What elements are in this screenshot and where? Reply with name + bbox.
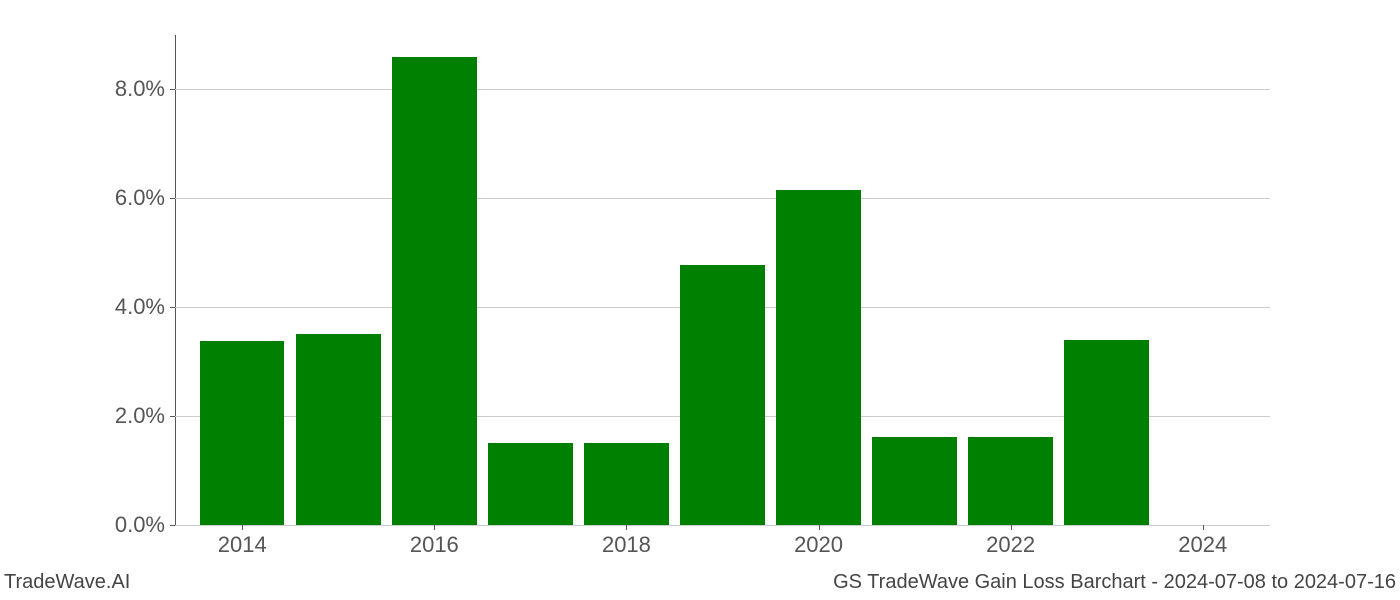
x-tick [819, 525, 820, 530]
y-tick-label: 2.0% [115, 403, 165, 429]
gridline [175, 89, 1270, 90]
x-tick [1011, 525, 1012, 530]
bar [584, 443, 669, 525]
bar [1064, 340, 1149, 525]
y-tick-label: 4.0% [115, 294, 165, 320]
footer-right: GS TradeWave Gain Loss Barchart - 2024-0… [833, 571, 1396, 594]
bar [872, 437, 957, 525]
bar [296, 334, 381, 525]
x-tick [1203, 525, 1204, 530]
x-tick [626, 525, 627, 530]
bar [968, 437, 1053, 525]
x-tick [434, 525, 435, 530]
x-tick-label: 2020 [794, 532, 843, 558]
bar [776, 190, 861, 525]
gridline [175, 525, 1270, 526]
y-tick [170, 89, 175, 90]
x-tick-label: 2022 [986, 532, 1035, 558]
y-tick-label: 6.0% [115, 185, 165, 211]
x-tick-label: 2024 [1178, 532, 1227, 558]
x-tick [242, 525, 243, 530]
x-tick-label: 2018 [602, 532, 651, 558]
x-tick-label: 2014 [218, 532, 267, 558]
x-tick-label: 2016 [410, 532, 459, 558]
bar [680, 265, 765, 525]
y-tick [170, 416, 175, 417]
bar [488, 443, 573, 525]
y-tick-label: 0.0% [115, 512, 165, 538]
y-tick [170, 525, 175, 526]
y-tick [170, 198, 175, 199]
footer-left: TradeWave.AI [4, 571, 130, 594]
y-tick [170, 307, 175, 308]
y-axis-line [175, 35, 176, 525]
bar [200, 341, 285, 525]
y-tick-label: 8.0% [115, 76, 165, 102]
bar [392, 57, 477, 525]
gridline [175, 198, 1270, 199]
